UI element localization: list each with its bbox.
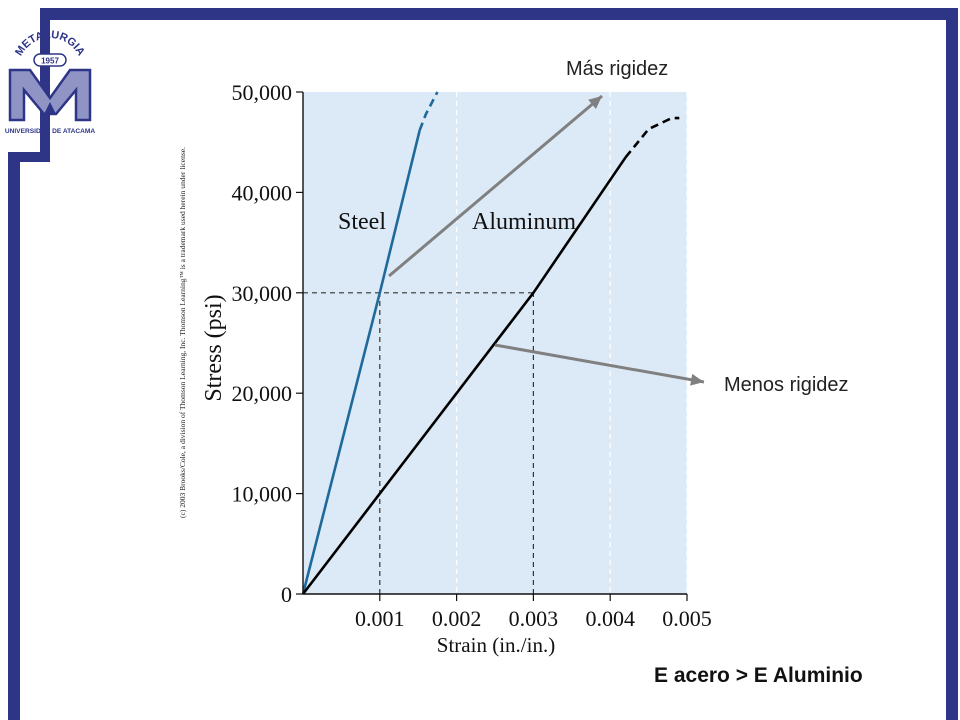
callout-more-stiffness: Más rigidez (566, 58, 669, 80)
axes (302, 92, 687, 595)
y-tick-label-1: 10,000 (232, 482, 293, 507)
summary-statement: E acero > E Aluminio (654, 664, 863, 687)
x-axis-title: Strain (in./in.) (437, 633, 555, 657)
tick-labels: 0 10,000 20,000 30,000 40,000 50,000 0.001 0.00… (232, 80, 712, 631)
series-lines (301, 91, 680, 595)
logo-university-name: UNIVERSIDAD DE ATACAMA (5, 128, 96, 135)
frame-left-top-bar (40, 8, 50, 153)
x-tick-label-1: 0.002 (432, 606, 482, 631)
arrow-less-stiffness-head (690, 373, 704, 386)
callout-less-stiffness: Menos rigidez (724, 374, 849, 396)
series-label-aluminum: Aluminum (472, 209, 576, 235)
series-label-steel: Steel (338, 209, 386, 235)
logo-year: 1957 (41, 57, 59, 66)
series-line-aluminum (301, 156, 627, 595)
arrow-more-stiffness-head (588, 96, 602, 109)
series-line-aluminum-dashed (624, 116, 680, 159)
series-line-steel-dashed (418, 91, 439, 131)
y-axis-title: Stress (psi) (201, 294, 227, 401)
y-tick-label-5: 50,000 (232, 80, 293, 105)
y-tick-label-4: 40,000 (232, 180, 293, 205)
y-tick-label-2: 20,000 (232, 381, 293, 406)
frame-right-bar (946, 8, 958, 720)
frame-top-bar (40, 8, 958, 20)
university-logo: METALURGIA 1957 UNIVERSIDAD DE ATACAMA (5, 29, 96, 135)
arrow-more-stiffness-shaft (388, 94, 603, 278)
arrow-less-stiffness-shaft (494, 343, 705, 384)
frame-left-stub (8, 152, 50, 162)
x-tick-label-2: 0.003 (509, 606, 559, 631)
frame-left-bar (8, 152, 20, 720)
y-tick-label-0: 0 (281, 582, 292, 607)
series-line-steel (301, 129, 421, 595)
copyright-notice: (c) 2003 Brooks/Cole, a division of Thom… (178, 147, 187, 518)
grid-lines (456, 92, 688, 594)
y-tick-label-3: 30,000 (232, 281, 293, 306)
callout-arrows (388, 94, 705, 386)
x-tick-label-4: 0.005 (662, 606, 712, 631)
reference-lines (303, 292, 535, 594)
x-tick-label-0: 0.001 (355, 606, 405, 631)
x-tick-label-3: 0.004 (585, 606, 635, 631)
